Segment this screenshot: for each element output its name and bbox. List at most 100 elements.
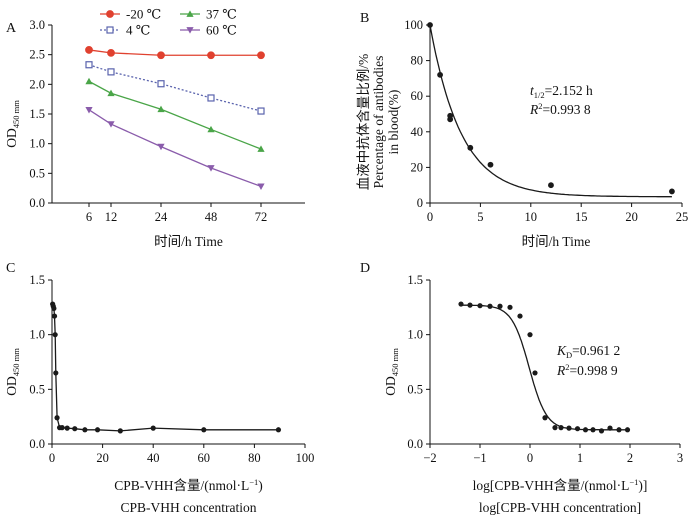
y-tick-label: 0.5	[29, 166, 45, 180]
data-point	[467, 144, 474, 151]
chart-panel-a: 6 12 24 48 72 0.0 0.5 1.0 1.5 2.0 2.5 3.0 时间/h Time O…	[4, 7, 305, 249]
data-point	[458, 301, 464, 307]
series-1	[85, 61, 265, 115]
data-point	[542, 415, 548, 421]
data-point	[669, 188, 675, 195]
y-tick-label: 2.5	[29, 48, 45, 62]
data-point	[64, 425, 70, 431]
data-point	[117, 428, 123, 434]
y-tick-label: 0.0	[407, 437, 423, 451]
x-tick-label: 0	[427, 210, 433, 224]
x-tick-label: 24	[155, 210, 168, 224]
data-point	[82, 427, 88, 433]
data-point	[257, 51, 265, 60]
r2-symbol: R	[529, 102, 539, 117]
data-point	[157, 143, 165, 151]
data-point	[437, 71, 443, 78]
legend-marker	[106, 26, 114, 34]
data-point	[150, 425, 156, 431]
y-tick-label: 0.0	[29, 437, 45, 451]
r2-superscript: 2	[538, 101, 542, 111]
half-life-value: =2.152 h	[545, 83, 593, 98]
chart-panel-d: −2 −1 0 1 2 3 0.0 0.5 1.0 1.5 log[CPB-VHH含量/(nmol·…	[383, 273, 683, 515]
data-point	[94, 427, 101, 433]
data-point	[558, 425, 564, 431]
y-axis-label-sub: 450 mm	[11, 348, 21, 376]
x-tick-label: 3	[677, 451, 683, 465]
data-point	[72, 426, 78, 432]
x-axis-label: 时间/h Time	[154, 234, 223, 249]
data-point	[85, 46, 93, 54]
legend-item: 37 ℃	[180, 7, 237, 22]
data-point	[582, 427, 589, 433]
x-tick-label: 12	[105, 210, 118, 224]
x-tick-label: 20	[96, 451, 109, 465]
y-tick-label: 0.5	[407, 382, 423, 396]
data-point	[157, 80, 165, 88]
y-axis-label-sub: 450 mm	[11, 100, 21, 128]
series-line	[88, 80, 262, 150]
r2-value: =0.993 8	[543, 102, 591, 117]
half-life-subscript: 1/2	[534, 90, 545, 100]
data-point	[607, 425, 613, 431]
data-point	[85, 61, 93, 69]
series-2	[85, 77, 265, 152]
data-point	[517, 313, 523, 319]
y-tick-label: 3.0	[29, 18, 45, 32]
legend-item: -20 ℃	[100, 7, 161, 22]
data-point	[51, 313, 58, 319]
x-axis-label-english: log[CPB-VHH concentration]	[479, 500, 641, 515]
data-point	[497, 303, 503, 309]
legend-item: 60 ℃	[180, 23, 237, 38]
data-point	[157, 51, 165, 60]
y-axis-label-line: 血液中抗体含量比例/%	[356, 54, 371, 191]
data-point	[548, 182, 554, 189]
x-axis-label-main: CPB-VHH含量/(nmol·L	[114, 478, 249, 493]
data-point	[257, 145, 265, 152]
data-point	[467, 302, 473, 308]
y-tick-label: 0.0	[29, 196, 45, 210]
y-tick-label: 40	[411, 125, 424, 139]
x-tick-label: 100	[296, 451, 315, 465]
data-point	[487, 303, 493, 309]
x-tick-label: 72	[255, 210, 268, 224]
data-point	[54, 415, 60, 421]
annotation-half-life: t1/2=2.152 h	[530, 83, 593, 100]
data-point	[552, 425, 558, 431]
data-point	[507, 304, 513, 310]
half-life-symbol: t	[530, 83, 535, 98]
panel-letter-d: D	[360, 261, 370, 276]
y-axis-label: OD450 mm	[383, 348, 400, 396]
data-point	[598, 428, 605, 434]
data-point	[447, 116, 454, 123]
panel-letter-b: B	[360, 11, 369, 26]
kd-value: =0.961 2	[572, 343, 620, 358]
x-tick-label: 40	[147, 451, 160, 465]
legend-marker	[186, 10, 194, 17]
data-point	[257, 183, 265, 190]
data-point	[532, 370, 538, 376]
legend: -20 ℃4 ℃ 37 ℃60 ℃	[100, 7, 237, 38]
y-axis-label-main: OD	[383, 376, 398, 396]
x-tick-label: −1	[473, 451, 486, 465]
y-tick-label: 60	[411, 89, 424, 103]
data-point	[624, 427, 631, 433]
x-axis-label-end: )]	[638, 478, 647, 493]
r2-symbol: R	[556, 363, 566, 378]
annotation-kd: KD=0.961 2	[556, 343, 620, 360]
data-point	[51, 305, 57, 312]
r2-value: =0.998 9	[570, 363, 618, 378]
data-point	[207, 94, 215, 102]
data-point	[275, 427, 282, 433]
data-point	[590, 427, 596, 433]
x-tick-label: 6	[86, 210, 92, 224]
legend-label: 4 ℃	[126, 23, 150, 38]
y-tick-label: 1.5	[407, 273, 423, 287]
series-0	[85, 46, 265, 60]
x-tick-label: 48	[205, 210, 218, 224]
data-point	[566, 425, 572, 431]
data-point	[616, 427, 622, 433]
data-point	[59, 425, 65, 431]
chart-panel-c: 0 20 40 60 80 100 0.0 0.5 1.0 1.5 CPB-VHH含量/(nmol·…	[4, 273, 314, 515]
y-axis-label-main: OD	[4, 376, 19, 396]
